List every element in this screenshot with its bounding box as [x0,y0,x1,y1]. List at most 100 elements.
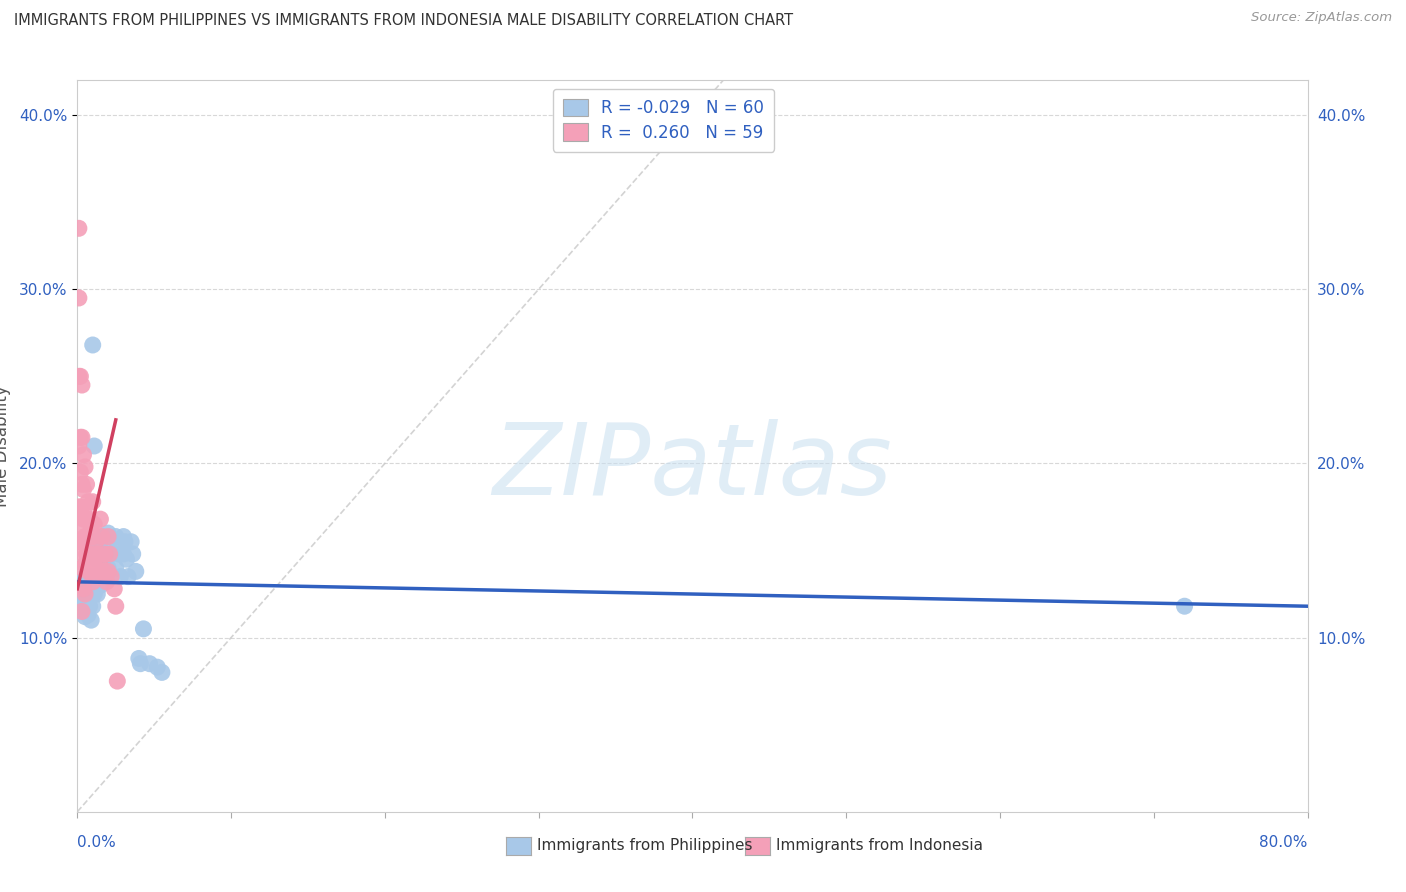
Point [69,523,91,537]
Point [79,578,101,592]
Text: 0.0%: 0.0% [77,836,117,850]
Point [97,526,120,541]
Point [98,547,121,561]
Point [83,558,105,572]
Point [105,534,128,549]
Point [76,477,98,491]
Point [77,587,100,601]
Point [79,547,101,561]
Point [79,599,101,614]
Point [83,587,105,601]
Point [105,674,128,689]
Point [93,565,115,579]
Point [67,221,90,235]
Point [80,523,103,537]
Point [96,574,118,589]
Point [70,378,93,392]
Point [83,517,105,532]
Point [117,569,139,583]
Point [82,574,104,589]
Legend: R = -0.029   N = 60, R =  0.260   N = 59: R = -0.029 N = 60, R = 0.260 N = 59 [553,88,775,152]
Point [97,561,120,575]
Point [73,558,96,572]
Point [146,660,169,674]
Point [76,604,98,618]
Point [138,657,160,671]
Point [82,338,104,352]
Point [77,494,100,508]
Point [73,569,96,583]
Point [86,547,108,561]
Point [129,657,152,671]
Point [82,494,104,508]
Point [73,599,96,614]
Point [86,587,108,601]
Point [82,534,104,549]
Point [132,622,155,636]
Point [104,561,127,575]
Text: Immigrants from Indonesia: Immigrants from Indonesia [776,838,983,853]
Point [76,547,98,561]
Point [69,534,91,549]
Point [69,465,91,479]
Point [70,508,93,523]
Point [150,665,173,680]
Point [69,430,91,444]
Point [73,530,96,544]
Point [76,592,98,607]
Point [125,565,148,579]
Point [112,530,135,544]
Point [72,547,94,561]
Point [89,512,111,526]
Point [89,534,111,549]
Point [120,534,142,549]
Point [72,592,94,607]
Point [72,582,94,596]
Point [114,534,136,549]
Text: ZIPatlas: ZIPatlas [492,419,893,516]
Point [79,512,101,526]
Point [70,430,93,444]
Point [73,609,96,624]
Point [90,530,114,544]
Point [93,530,115,544]
Point [89,578,111,592]
Point [77,596,100,610]
Point [100,569,122,583]
Point [100,547,122,561]
Point [103,582,125,596]
Point [89,552,111,566]
Text: 80.0%: 80.0% [1260,836,1308,850]
Point [98,534,121,549]
Point [110,569,132,583]
Point [70,587,93,601]
Point [108,547,131,561]
Point [96,569,118,583]
Point [90,547,114,561]
Point [83,439,105,453]
Point [82,569,104,583]
Point [73,587,96,601]
Point [70,561,93,575]
Point [104,599,127,614]
Point [69,578,91,592]
Text: Immigrants from Philippines: Immigrants from Philippines [537,838,752,853]
Point [76,512,98,526]
Point [79,587,101,601]
Point [72,512,94,526]
Point [70,477,93,491]
Point [70,604,93,618]
Point [86,552,108,566]
Point [73,459,96,474]
Point [84,582,107,596]
Point [77,565,100,579]
Point [70,534,93,549]
Text: IMMIGRANTS FROM PHILIPPINES VS IMMIGRANTS FROM INDONESIA MALE DISABILITY CORRELA: IMMIGRANTS FROM PHILIPPINES VS IMMIGRANT… [14,13,793,29]
Point [97,530,120,544]
Point [72,448,94,462]
Point [82,530,104,544]
Y-axis label: Male Disability: Male Disability [0,385,11,507]
Point [82,599,104,614]
Point [97,565,120,579]
Point [77,607,100,622]
